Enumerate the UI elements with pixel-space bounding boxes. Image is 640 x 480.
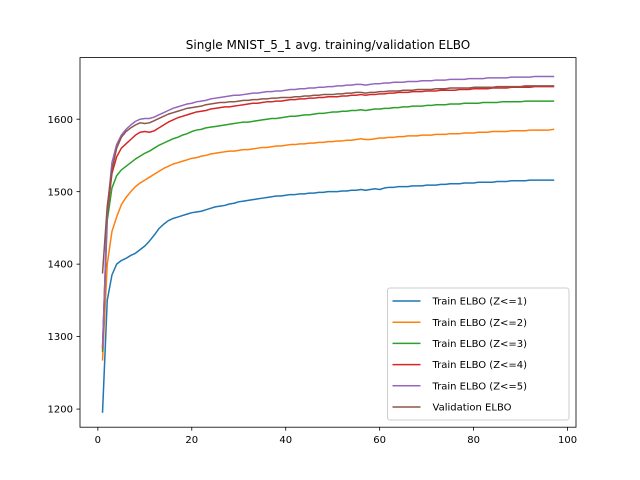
axes-layer: 0 20 40 60 80 100 1200 1300 1400 1500 1600 — [48, 57, 577, 446]
series-line-5 — [101, 75, 555, 349]
y-tick-label: 1500 — [48, 187, 73, 198]
chart-title: Single MNIST_5_1 avg. training/validatio… — [186, 38, 470, 52]
y-tick-label: 1400 — [48, 260, 73, 271]
legend-label-4: Train ELBO (Z<=4) — [432, 360, 528, 371]
legend: Train ELBO (Z<=1) Train ELBO (Z<=2) Train … — [387, 287, 570, 421]
y-tick-label: 1300 — [48, 332, 73, 343]
y-tick-label: 1600 — [48, 115, 73, 126]
legend-label-3: Train ELBO (Z<=3) — [432, 339, 528, 350]
x-tick-label: 0 — [95, 435, 101, 446]
legend-box — [387, 287, 570, 421]
series-layer — [101, 75, 555, 413]
x-tick-label: 80 — [467, 435, 480, 446]
y-tick-label: 1200 — [48, 405, 73, 416]
series-line-2 — [101, 128, 555, 361]
legend-label-1: Train ELBO (Z<=1) — [432, 297, 528, 308]
legend-label-2: Train ELBO (Z<=2) — [432, 318, 528, 329]
series-line-1 — [101, 179, 555, 413]
legend-label-5: Train ELBO (Z<=5) — [432, 381, 528, 392]
series-line-3 — [101, 100, 555, 352]
x-tick-label: 20 — [185, 435, 198, 446]
x-tick-label: 100 — [558, 435, 577, 446]
axes-frame — [79, 57, 577, 428]
x-tick-label: 60 — [373, 435, 386, 446]
series-line-4 — [101, 85, 555, 349]
series-line-6 — [101, 85, 555, 274]
x-tick-label: 40 — [279, 435, 292, 446]
legend-label-6: Validation ELBO — [433, 403, 512, 414]
